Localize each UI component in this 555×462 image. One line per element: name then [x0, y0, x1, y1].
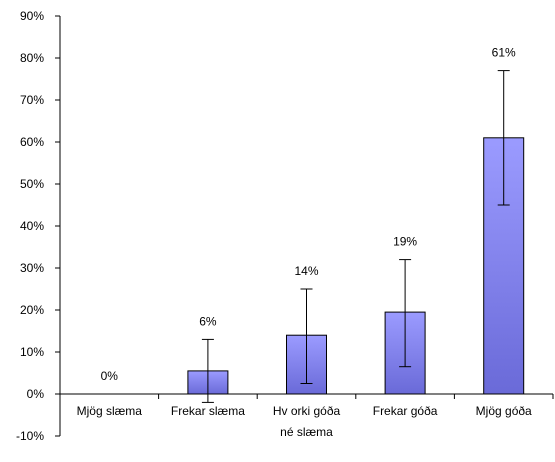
x-category-label: Hv orki góða né slæma — [273, 404, 341, 439]
x-category-label: Mjög slæma — [77, 404, 143, 418]
error-bar — [399, 259, 412, 368]
x-category-label: Frekar góða — [373, 404, 438, 418]
y-tick-label: 10% — [20, 345, 44, 359]
error-bar — [497, 70, 510, 206]
y-tick-label: 50% — [20, 177, 44, 191]
x-category-label: Mjög góða — [476, 404, 532, 418]
y-tick-label: 60% — [20, 135, 44, 149]
y-tick-label: 70% — [20, 93, 44, 107]
y-tick-label: 90% — [20, 9, 44, 23]
y-tick-label: 80% — [20, 51, 44, 65]
y-tick-label: 40% — [20, 219, 44, 233]
data-label: 0% — [101, 369, 119, 383]
error-bars — [103, 70, 510, 403]
data-labels: 0% 6% 14% 19% 61% — [101, 46, 516, 383]
y-axis: -10% 0% 10% 20% 30% 40% 50% 60% 70% 80% 90% — [16, 9, 61, 443]
data-label: 14% — [294, 264, 318, 278]
x-axis: Mjög slæma Frekar slæma Hv orki góða né slæ… — [59, 393, 554, 439]
error-bar — [201, 338, 214, 403]
error-bar — [300, 288, 313, 384]
x-category-label: Frekar slæma — [171, 404, 245, 418]
data-label: 19% — [393, 235, 417, 249]
data-label: 61% — [492, 46, 516, 60]
y-tick-label: 20% — [20, 303, 44, 317]
data-label: 6% — [199, 314, 217, 328]
y-tick-label: 30% — [20, 261, 44, 275]
y-tick-label: -10% — [16, 429, 44, 443]
y-tick-label: 0% — [27, 387, 45, 401]
